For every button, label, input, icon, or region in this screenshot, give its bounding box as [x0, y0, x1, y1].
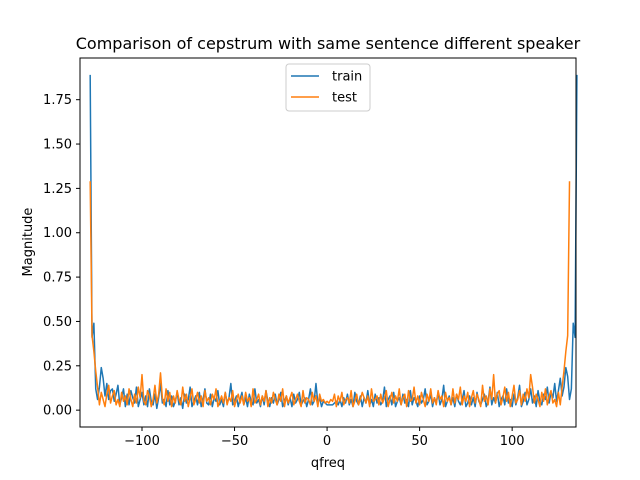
- plot-area: [89, 74, 578, 410]
- y-axis: 0.00 0.25 0.50 0.75 1.00 1.25 1.50 1.75: [43, 93, 80, 419]
- y-tick-label: 0.25: [43, 359, 72, 374]
- x-axis-label: qfreq: [311, 456, 345, 471]
- x-tick-label: −100: [124, 434, 160, 449]
- axes-frame: [79, 57, 577, 428]
- y-tick-label: 0.50: [43, 315, 72, 330]
- legend: train test: [285, 63, 371, 112]
- y-tick-label: 0.00: [43, 404, 72, 419]
- x-tick-label: 100: [500, 434, 525, 449]
- x-tick-label: 50: [411, 434, 428, 449]
- legend-label-test: test: [332, 91, 357, 106]
- y-tick-label: 1.00: [43, 226, 72, 241]
- chart-title: Comparison of cepstrum with same sentenc…: [76, 34, 581, 53]
- y-axis-label: Magnitude: [21, 208, 36, 277]
- x-tick-label: −50: [221, 434, 248, 449]
- y-tick-label: 1.50: [43, 138, 72, 153]
- legend-label-train: train: [332, 70, 362, 85]
- y-tick-label: 1.75: [43, 93, 72, 108]
- x-tick-label: 0: [323, 434, 331, 449]
- y-tick-label: 0.75: [43, 271, 72, 286]
- y-tick-label: 1.25: [43, 182, 72, 197]
- series-line-test: [89, 181, 571, 408]
- x-axis: −100 −50 0 50 100: [124, 427, 525, 449]
